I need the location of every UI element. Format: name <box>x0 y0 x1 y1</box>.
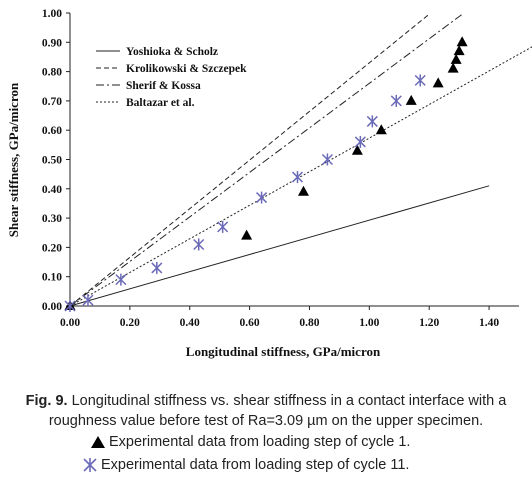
y-tick-label: 0.40 <box>42 184 62 196</box>
x-tick-label: 0.60 <box>240 317 260 329</box>
data-points <box>64 36 468 312</box>
x-tick-label: 1.20 <box>419 317 439 329</box>
asterisk-point <box>366 115 378 128</box>
triangle-point <box>351 144 363 155</box>
model-lines <box>69 12 532 307</box>
legend-label: Baltazar et al. <box>126 97 195 109</box>
caption-text-1: Longitudinal stiffness vs. shear stiffne… <box>67 393 507 409</box>
asterisk-point <box>82 294 94 307</box>
y-axis-label: Shear stiffness, GPa/micron <box>6 82 21 237</box>
asterisk-point <box>414 74 426 87</box>
triangle-marker-icon <box>91 436 105 448</box>
triangle-point <box>432 77 444 88</box>
legend-asterisk-row: Experimental data from loading step of c… <box>82 457 409 473</box>
x-tick-label: 0.80 <box>299 317 319 329</box>
x-tick-label: 0.40 <box>180 317 200 329</box>
axes: 0.00 0.20 0.40 0.60 0.80 1.00 1.20 1.40 0.00 0.10… <box>42 8 519 329</box>
x-tick-label: 1.00 <box>359 317 379 329</box>
y-tick-label: 0.70 <box>42 96 62 108</box>
triangle-point <box>297 185 309 196</box>
triangle-point <box>447 62 459 73</box>
asterisk-point <box>291 171 304 184</box>
legend-label: Krolikowski & Szczepek <box>126 63 247 75</box>
legend-triangle-text: Experimental data from loading step of c… <box>109 434 411 450</box>
asterisk-point <box>64 300 76 312</box>
y-tick-label: 0.00 <box>42 301 62 313</box>
legend-asterisk-text: Experimental data from loading step of c… <box>101 457 410 473</box>
asterisk-point <box>390 94 402 107</box>
x-tick-label: 1.40 <box>479 317 499 329</box>
asterisk-point <box>354 135 366 148</box>
figure-caption-line1: Fig. 9. Longitudinal stiffness vs. shear… <box>0 393 532 409</box>
model-line-dashdot <box>69 12 465 307</box>
y-tick-label: 0.80 <box>42 67 62 79</box>
figure-label: Fig. 9. <box>25 393 68 409</box>
x-tick-label: 0.20 <box>120 317 140 329</box>
legend-triangle-row: Experimental data from loading step of c… <box>90 434 410 450</box>
y-tick-label: 0.50 <box>42 155 62 167</box>
asterisk-point <box>256 191 268 204</box>
legend-label: Sherif & Kossa <box>126 80 201 92</box>
y-tick-label: 0.90 <box>42 37 62 49</box>
y-tick-label: 0.60 <box>42 125 62 137</box>
figure-caption-line2: roughness value before test of Ra=3.09 µ… <box>48 413 484 429</box>
model-line-dashed <box>69 13 430 307</box>
legend: Yoshioka & Scholz Krolikowski & Szczepek S… <box>96 46 247 109</box>
triangle-point <box>456 36 468 47</box>
y-tick-label: 0.30 <box>42 213 62 225</box>
asterisk-point <box>151 261 163 274</box>
model-line-dotted <box>69 46 532 307</box>
legend-label: Yoshioka & Scholz <box>126 46 218 58</box>
chart-svg: 0.00 0.20 0.40 0.60 0.80 1.00 1.20 1.40 0.00 0.10… <box>6 8 532 359</box>
y-tick-label: 1.00 <box>42 8 62 20</box>
y-tick-label: 0.10 <box>42 272 62 284</box>
asterisk-point <box>321 153 333 166</box>
model-line-solid <box>69 185 490 307</box>
y-tick-label: 0.20 <box>42 242 62 254</box>
asterisk-marker-icon <box>83 458 97 472</box>
triangle-point <box>450 53 462 64</box>
triangle-point <box>453 45 465 56</box>
triangle-point <box>375 124 387 135</box>
x-tick-label: 0.00 <box>60 317 80 329</box>
x-axis-label: Longitudinal stiffness, GPa/micron <box>186 344 381 359</box>
asterisk-point <box>115 273 127 286</box>
triangle-point <box>405 94 417 105</box>
asterisk-point <box>193 238 205 251</box>
triangle-point <box>241 229 253 240</box>
asterisk-point <box>217 220 229 233</box>
